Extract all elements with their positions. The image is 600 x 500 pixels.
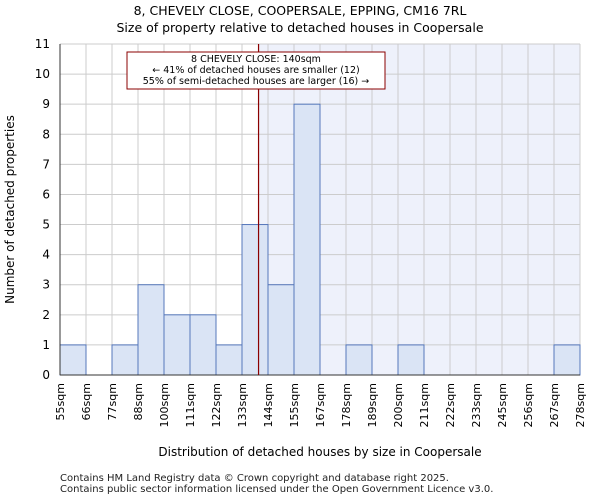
y-tick-label: 1 <box>42 338 50 352</box>
x-tick-label: 211sqm <box>418 383 431 427</box>
x-tick-label: 200sqm <box>392 383 405 427</box>
y-tick-label: 4 <box>42 248 50 262</box>
annotation-title: 8 CHEVELY CLOSE: 140sqm <box>191 54 321 65</box>
histogram-bar <box>553 344 581 376</box>
x-tick-label: 144sqm <box>262 383 275 427</box>
histogram-bar <box>397 344 425 376</box>
x-tick-label: 189sqm <box>366 383 379 427</box>
annotation-larger: 55% of semi-detached houses are larger (… <box>143 76 370 87</box>
histogram-bar <box>163 314 191 376</box>
x-tick-label: 222sqm <box>444 383 457 427</box>
histogram-chart: 0 1 2 3 4 5 6 7 8 9 10 11 55sqm 66sqm 77sqm 88sqm 100sqm… <box>3 37 587 459</box>
chart-title: 8, CHEVELY CLOSE, COOPERSALE, EPPING, CM… <box>133 3 467 18</box>
x-axis-title: Distribution of detached houses by size … <box>158 445 481 459</box>
x-tick-label: 267sqm <box>548 383 561 427</box>
y-tick-label: 8 <box>42 127 50 141</box>
histogram-bar <box>267 284 295 376</box>
histogram-bar <box>189 314 217 376</box>
y-tick-label: 7 <box>42 157 50 171</box>
x-tick-label: 233sqm <box>470 383 483 427</box>
y-tick-label: 0 <box>42 368 50 382</box>
x-tick-label: 245sqm <box>496 383 509 427</box>
x-tick-label: 178sqm <box>340 383 353 427</box>
footer-copyright: Contains HM Land Registry data © Crown c… <box>60 473 449 484</box>
annotation-smaller: ← 41% of detached houses are smaller (12… <box>152 65 359 76</box>
histogram-bar <box>137 284 165 376</box>
y-tick-label: 9 <box>42 97 50 111</box>
footer-licence: Contains public sector information licen… <box>60 484 494 495</box>
x-tick-label: 100sqm <box>158 383 171 427</box>
x-tick-label: 122sqm <box>210 383 223 427</box>
x-tick-label: 256sqm <box>522 383 535 427</box>
y-tick-label: 5 <box>42 218 50 232</box>
histogram-bar <box>215 344 243 376</box>
histogram-bar <box>293 103 321 376</box>
chart-subtitle: Size of property relative to detached ho… <box>116 20 484 35</box>
y-tick-label: 6 <box>42 187 50 201</box>
x-tick-label: 55sqm <box>54 383 67 420</box>
histogram-bar <box>111 344 139 376</box>
y-tick-label: 2 <box>42 308 50 322</box>
x-tick-label: 66sqm <box>80 383 93 420</box>
histogram-bar <box>345 344 373 376</box>
x-tick-label: 155sqm <box>288 383 301 427</box>
x-tick-label: 88sqm <box>132 383 145 420</box>
x-tick-label: 133sqm <box>236 383 249 427</box>
y-tick-label: 3 <box>42 278 50 292</box>
y-axis-title: Number of detached properties <box>3 115 17 304</box>
x-tick-label: 278sqm <box>574 383 587 427</box>
y-tick-label: 11 <box>35 37 50 51</box>
x-tick-label: 77sqm <box>106 383 119 420</box>
histogram-bar <box>59 344 87 376</box>
annotation-box <box>126 51 386 90</box>
x-tick-label: 167sqm <box>314 383 327 427</box>
y-tick-label: 10 <box>35 67 50 81</box>
x-tick-label: 111sqm <box>184 383 197 427</box>
histogram-bar <box>241 224 269 376</box>
